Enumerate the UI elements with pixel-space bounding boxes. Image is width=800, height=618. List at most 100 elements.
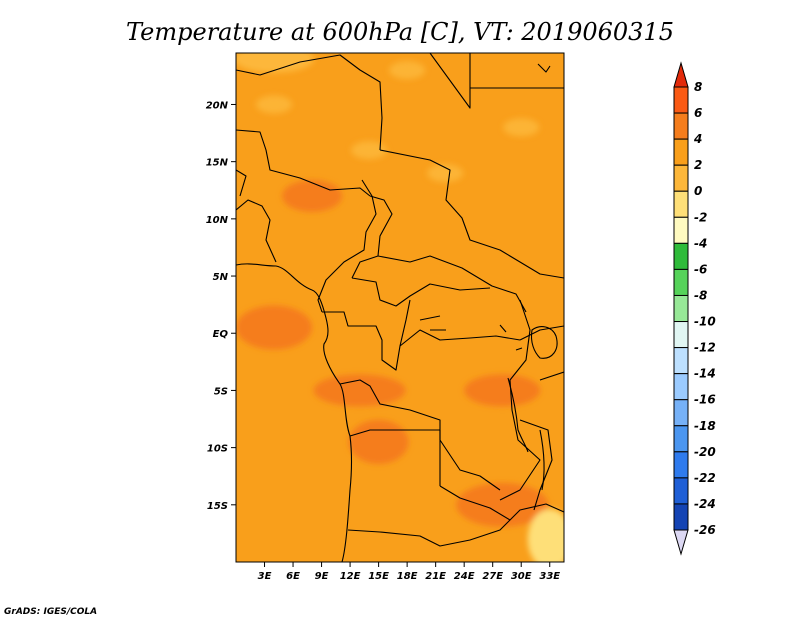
colorbar-segment bbox=[673, 347, 689, 375]
x-tick-label: 33E bbox=[539, 571, 560, 582]
warm-patch bbox=[464, 374, 541, 407]
colorbar-segment bbox=[673, 373, 689, 401]
cool-patch bbox=[527, 509, 564, 562]
colorbar-lower-extend bbox=[673, 529, 689, 556]
border-niger-nigeria bbox=[236, 129, 371, 197]
colorbar-label: -26 bbox=[694, 523, 716, 537]
warm-patch bbox=[282, 179, 343, 212]
border-nigeria-cameroon bbox=[317, 179, 377, 313]
lake-tanganyika bbox=[507, 377, 529, 453]
lake-victoria bbox=[530, 326, 558, 359]
x-tick-label: 24E bbox=[454, 571, 475, 582]
warm-patch bbox=[456, 482, 549, 527]
cool-patch bbox=[351, 141, 388, 160]
colorbar-segment bbox=[673, 190, 689, 218]
x-tick-label: 9E bbox=[315, 571, 329, 582]
y-tick-label: 20N bbox=[206, 100, 229, 111]
coastline bbox=[236, 263, 353, 562]
colorbar-segment bbox=[673, 503, 689, 531]
y-tick-label: 15S bbox=[207, 501, 228, 512]
colorbar-segment bbox=[673, 477, 689, 505]
plot-frame bbox=[235, 52, 565, 563]
y-tick-label: EQ bbox=[213, 329, 229, 340]
border-chad-sudan bbox=[379, 149, 564, 279]
lake-malawi bbox=[539, 429, 545, 491]
y-tick-label: 10N bbox=[206, 215, 229, 226]
plot-area bbox=[236, 53, 564, 562]
cool-patch bbox=[503, 118, 540, 137]
colorbar-segment bbox=[673, 268, 689, 296]
border-namibia-botswana bbox=[347, 503, 564, 547]
colorbar-label: 0 bbox=[694, 184, 702, 198]
warm-patch bbox=[236, 305, 313, 350]
colorbar-label: -2 bbox=[694, 210, 707, 224]
grads-credit: GrADS: IGES/COLA bbox=[4, 607, 97, 617]
colorbar-label: -10 bbox=[694, 315, 716, 329]
x-tick-label: 3E bbox=[258, 571, 272, 582]
colorbar-label: -8 bbox=[694, 288, 707, 302]
cool-patch bbox=[256, 95, 293, 114]
colorbar-label: 4 bbox=[693, 132, 702, 146]
colorbar-segment bbox=[673, 451, 689, 479]
y-tick-label: 5N bbox=[213, 272, 229, 283]
lakes-outline bbox=[419, 315, 523, 351]
border-libya bbox=[429, 53, 471, 109]
colorbar-label: -4 bbox=[694, 236, 707, 250]
colorbar-label: -22 bbox=[694, 471, 716, 485]
colorbar-label: -12 bbox=[694, 341, 716, 355]
border-car bbox=[377, 255, 527, 313]
colorbar-segment bbox=[673, 425, 689, 453]
border-uganda-kenya bbox=[519, 325, 564, 341]
cool-patch bbox=[427, 164, 464, 183]
colorbar-segment bbox=[673, 321, 689, 349]
border-niger-algeria bbox=[236, 54, 383, 151]
x-tick-label: 27E bbox=[482, 571, 503, 582]
cool-patch bbox=[389, 61, 426, 80]
x-tick-label: 18E bbox=[397, 571, 418, 582]
colorbar: 8 6 4 2 0 -2 -4 -6 -8 -10 -12 -14 -16 -18 -20 -22 -24 -26 bbox=[673, 61, 716, 556]
border-tanzania bbox=[539, 371, 564, 381]
y-tick-label: 10S bbox=[207, 444, 228, 455]
colorbar-label: -14 bbox=[694, 367, 716, 381]
border-malawi-mozambique bbox=[519, 419, 553, 511]
border-zambia-zimbabwe bbox=[439, 485, 511, 521]
x-tick-label: 6E bbox=[286, 571, 300, 582]
colorbar-label: -24 bbox=[694, 497, 716, 511]
colorbar-label: -6 bbox=[694, 262, 707, 276]
border-drc-east bbox=[499, 299, 541, 501]
warm-patch bbox=[348, 419, 409, 464]
border-drc-north bbox=[399, 329, 521, 347]
x-tick-label: 15E bbox=[368, 571, 389, 582]
colorbar-segment bbox=[673, 216, 689, 244]
colorbar-label: -18 bbox=[694, 419, 716, 433]
border-burkina bbox=[236, 169, 247, 197]
border-benin bbox=[236, 199, 277, 263]
colorbar-label: 2 bbox=[694, 158, 702, 172]
warm-patch bbox=[313, 374, 406, 407]
y-tick-label: 15N bbox=[206, 158, 229, 169]
border-car-south bbox=[351, 277, 491, 307]
x-tick-label: 21E bbox=[425, 571, 446, 582]
colorbar-upper-extend bbox=[673, 61, 689, 88]
cool-patch bbox=[236, 53, 315, 73]
colorbar-segment bbox=[673, 86, 689, 114]
border-gabon-congo bbox=[322, 299, 411, 371]
y-axis: 20N 15N 10N 5N EQ 5S 10S 15S bbox=[206, 100, 236, 512]
colorbar-segment bbox=[673, 164, 689, 192]
colorbar-label: -16 bbox=[694, 393, 716, 407]
x-axis: 3E 6E 9E 12E 15E 18E 21E 24E 27E 30E 33E bbox=[258, 562, 560, 582]
colorbar-segment bbox=[673, 242, 689, 270]
temperature-field-base bbox=[236, 53, 564, 562]
colorbar-label: 8 bbox=[694, 80, 702, 94]
colorbar-segment bbox=[673, 294, 689, 323]
red-sea-coast bbox=[537, 63, 551, 73]
country-borders bbox=[236, 53, 564, 562]
x-tick-label: 12E bbox=[340, 571, 361, 582]
border-angola-zambia bbox=[349, 429, 441, 486]
x-tick-label: 30E bbox=[511, 571, 532, 582]
border-drc-angola bbox=[339, 379, 501, 491]
colorbar-label: -20 bbox=[694, 445, 716, 459]
colorbar-segment bbox=[673, 138, 689, 166]
border-chad-cameroon bbox=[351, 195, 393, 279]
